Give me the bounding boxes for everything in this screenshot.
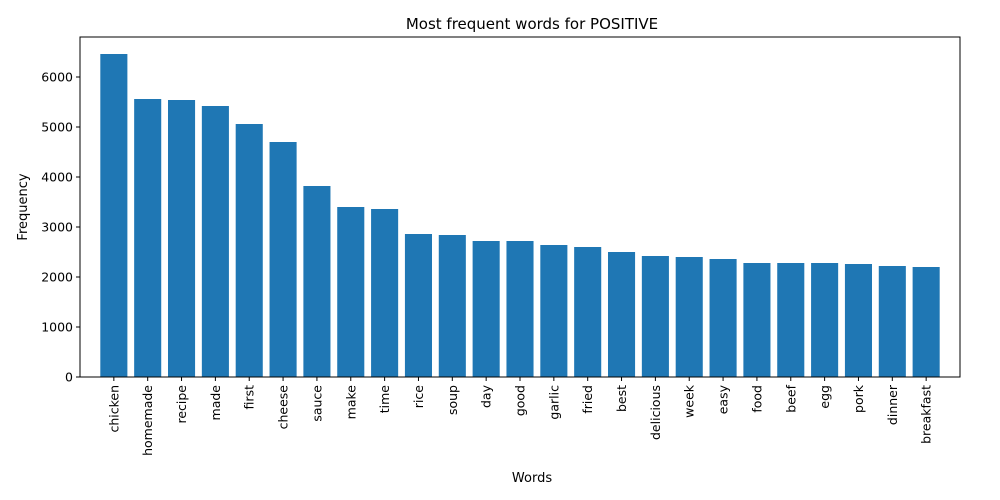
bar-soup: [438, 235, 466, 377]
y-tick-label: 2000: [41, 270, 73, 285]
y-axis-label: Frequency: [16, 173, 31, 240]
x-tick-label: garlic: [546, 385, 561, 420]
x-tick-label: cheese: [276, 385, 291, 430]
bar-delicious: [641, 256, 669, 377]
x-tick-label: dinner: [885, 384, 900, 425]
bar-best: [608, 252, 636, 377]
bars-group: [100, 54, 940, 377]
bar-cheese: [269, 142, 297, 377]
bar-recipe: [168, 100, 196, 377]
y-tick-label: 1000: [41, 320, 73, 335]
x-tick-label: day: [479, 384, 494, 408]
bar-easy: [709, 259, 737, 377]
bar-week: [675, 257, 703, 377]
y-tick-label: 0: [65, 370, 73, 385]
bar-fried: [574, 247, 602, 377]
x-tick-label: rice: [411, 385, 426, 408]
bar-time: [371, 209, 399, 377]
plot-frame: [79, 36, 961, 378]
bar-make: [337, 207, 365, 377]
bar-chicken: [100, 54, 128, 377]
bar-garlic: [540, 245, 568, 377]
x-tick-label: egg: [817, 385, 832, 409]
x-tick-label: week: [682, 384, 697, 418]
bar-sauce: [303, 186, 331, 377]
bar-food: [743, 263, 771, 377]
bar-good: [506, 241, 534, 377]
y-tick-label: 5000: [41, 120, 73, 135]
bar-egg: [811, 263, 839, 377]
x-tick-label: good: [513, 385, 528, 416]
x-tick-label: first: [242, 385, 257, 410]
x-tick-label: breakfast: [919, 385, 934, 444]
bar-rice: [404, 234, 432, 377]
x-tick-label: pork: [851, 384, 866, 413]
bar-dinner: [878, 266, 906, 377]
x-tick-label: made: [208, 385, 223, 421]
x-tick-label: beef: [783, 384, 798, 412]
x-tick-label: chicken: [106, 385, 121, 433]
bar-homemade: [134, 99, 162, 377]
x-axis-ticks: chicken homemade recipe made first cheese sauc…: [106, 377, 934, 456]
bar-pork: [844, 264, 872, 377]
x-tick-label: delicious: [648, 385, 663, 440]
x-tick-label: easy: [716, 384, 731, 414]
y-tick-label: 3000: [41, 220, 73, 235]
bar-day: [472, 241, 500, 377]
y-tick-label: 6000: [41, 70, 73, 85]
x-tick-label: time: [377, 385, 392, 414]
x-tick-label: best: [614, 385, 629, 412]
y-tick-label: 4000: [41, 170, 73, 185]
x-tick-label: sauce: [309, 385, 324, 422]
x-tick-label: soup: [445, 385, 460, 415]
bar-made: [201, 106, 229, 377]
x-axis-label: Words: [512, 471, 552, 486]
bar-breakfast: [912, 267, 940, 377]
x-tick-label: food: [749, 385, 764, 413]
bar-beef: [777, 263, 805, 377]
y-axis-ticks: 0 1000 2000 3000 4000 5000 6000: [41, 70, 80, 385]
x-tick-label: homemade: [140, 385, 155, 456]
x-tick-label: fried: [580, 385, 595, 414]
chart-title: Most frequent words for POSITIVE: [406, 15, 658, 33]
bar-first: [235, 124, 263, 377]
x-tick-label: make: [343, 385, 358, 420]
x-tick-label: recipe: [174, 385, 189, 424]
